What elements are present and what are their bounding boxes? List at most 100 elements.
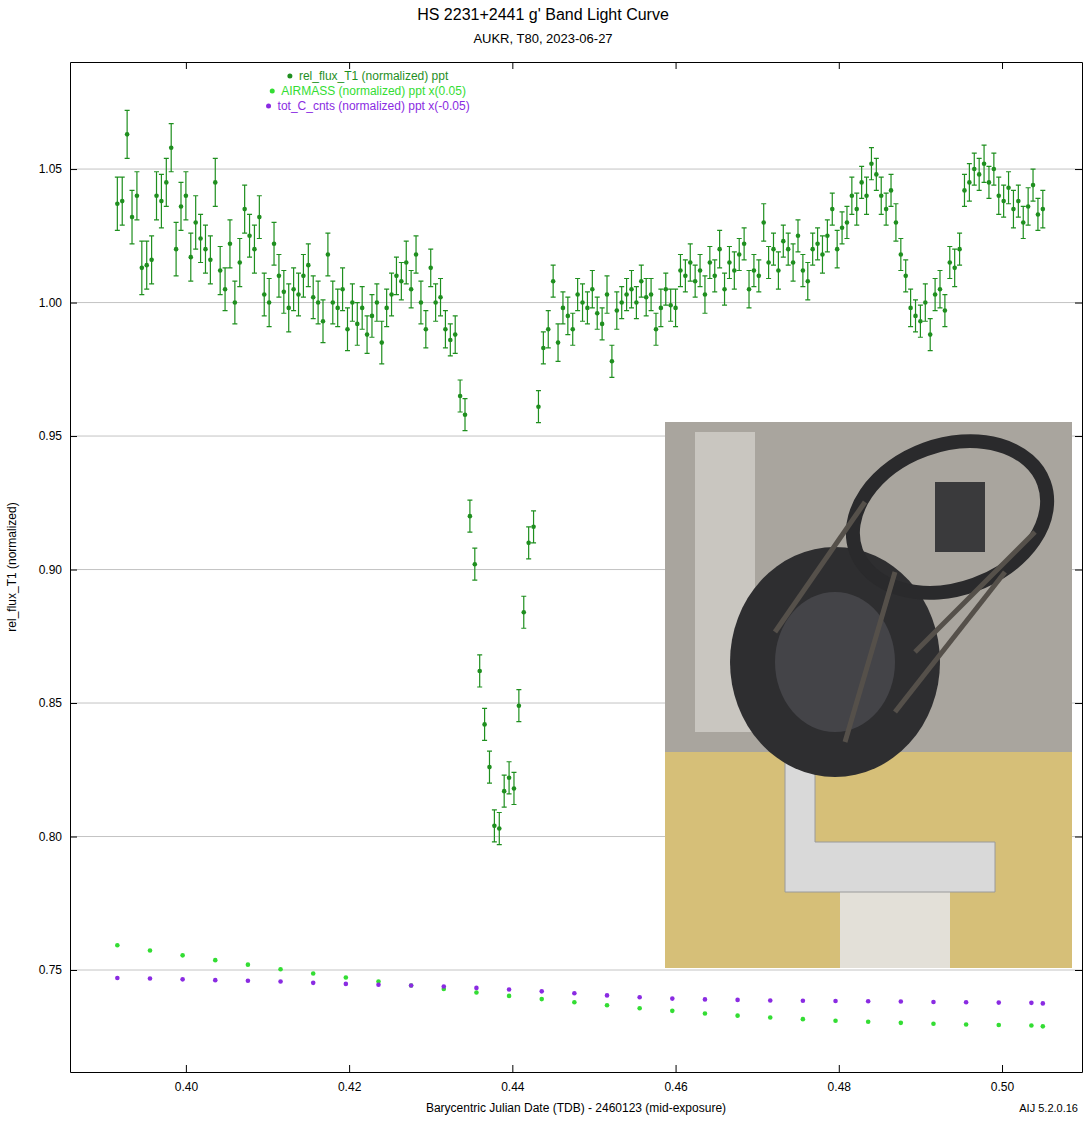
data-point: [987, 180, 992, 185]
error-bar: [1021, 206, 1026, 238]
error-bar: [815, 228, 820, 260]
error-bar: [321, 300, 326, 343]
error-bar: [688, 244, 693, 281]
data-point: [344, 982, 349, 987]
data-point: [419, 300, 424, 305]
data-point: [345, 327, 350, 332]
error-bar: [379, 321, 384, 364]
data-point: [376, 982, 381, 987]
data-point: [463, 412, 468, 417]
data-point: [370, 314, 375, 319]
error-bar: [237, 238, 242, 286]
tick: [1075, 703, 1082, 704]
error-bar: [609, 345, 614, 377]
error-bar: [825, 220, 830, 252]
data-point: [585, 306, 590, 311]
error-bar: [536, 391, 541, 423]
data-point: [962, 188, 967, 193]
tick-label: 0.80: [39, 830, 63, 844]
error-bar: [590, 271, 595, 308]
tick-mark: [676, 62, 677, 69]
tick-mark: [70, 436, 77, 437]
tick-mark: [1075, 703, 1082, 704]
data-point: [148, 948, 153, 953]
error-bar: [942, 295, 947, 327]
error-bar: [937, 271, 942, 308]
tick: [676, 62, 677, 69]
error-bar: [130, 190, 135, 243]
tick: [1075, 970, 1082, 971]
data-point: [272, 242, 277, 247]
data-point: [1001, 199, 1006, 204]
axis-line: [71, 1072, 1083, 1073]
error-bar: [619, 287, 624, 319]
error-bar: [737, 238, 742, 270]
error-bar: [614, 292, 619, 329]
data-point: [996, 1023, 1001, 1028]
data-point: [735, 998, 740, 1003]
data-point: [316, 300, 321, 305]
data-point: [492, 824, 497, 829]
grid-line: [70, 169, 1082, 170]
error-bar: [365, 316, 370, 353]
data-point: [928, 332, 933, 337]
data-point: [908, 306, 913, 311]
data-point: [833, 1018, 838, 1023]
data-point: [180, 977, 185, 982]
data-point: [453, 332, 458, 337]
error-bar: [898, 238, 903, 270]
error-bar: [859, 166, 864, 198]
data-point: [840, 225, 845, 230]
error-bar: [311, 276, 316, 319]
data-point: [947, 260, 952, 265]
error-bar: [394, 257, 399, 294]
data-point: [154, 193, 159, 198]
error-bar: [423, 311, 428, 348]
data-point: [311, 295, 316, 300]
error-bar: [149, 236, 154, 284]
data-point: [286, 306, 291, 311]
data-point: [360, 306, 365, 311]
data-point: [703, 1011, 708, 1016]
data-point: [198, 236, 203, 241]
data-point: [179, 204, 184, 209]
error-bar: [570, 313, 575, 345]
data-point: [1029, 1001, 1034, 1006]
error-bar: [771, 233, 776, 265]
data-point: [473, 562, 478, 567]
error-bar: [492, 810, 497, 842]
axis: [71, 62, 1083, 69]
tick-label: 0.40: [175, 1080, 199, 1094]
error-bar: [125, 110, 130, 158]
error-bar: [776, 252, 781, 289]
data-point: [768, 998, 773, 1003]
error-bar: [732, 252, 737, 289]
data-point: [1021, 220, 1026, 225]
data-point: [330, 300, 335, 305]
error-bar: [957, 233, 962, 265]
data-point: [539, 997, 544, 1002]
data-point: [311, 971, 316, 976]
data-point: [536, 404, 541, 409]
error-bar: [404, 241, 409, 284]
data-point: [776, 268, 781, 273]
tick: 1.00: [39, 296, 77, 310]
data-point: [605, 993, 610, 998]
inset-photo: [665, 415, 1072, 968]
data-point: [521, 610, 526, 615]
error-bar: [761, 204, 766, 241]
tick: 0.40: [175, 1065, 199, 1094]
data-point: [639, 279, 644, 284]
error-bar: [350, 284, 355, 321]
error-bar: [668, 289, 673, 321]
legend-marker: [266, 104, 271, 109]
data-point: [365, 332, 370, 337]
error-bar: [169, 124, 174, 172]
photo-truss: [915, 532, 1035, 652]
data-point: [482, 722, 487, 727]
error-bar: [673, 289, 678, 326]
data-point: [517, 703, 522, 708]
data-point: [443, 327, 448, 332]
error-bar: [947, 246, 952, 278]
data-point: [874, 172, 879, 177]
